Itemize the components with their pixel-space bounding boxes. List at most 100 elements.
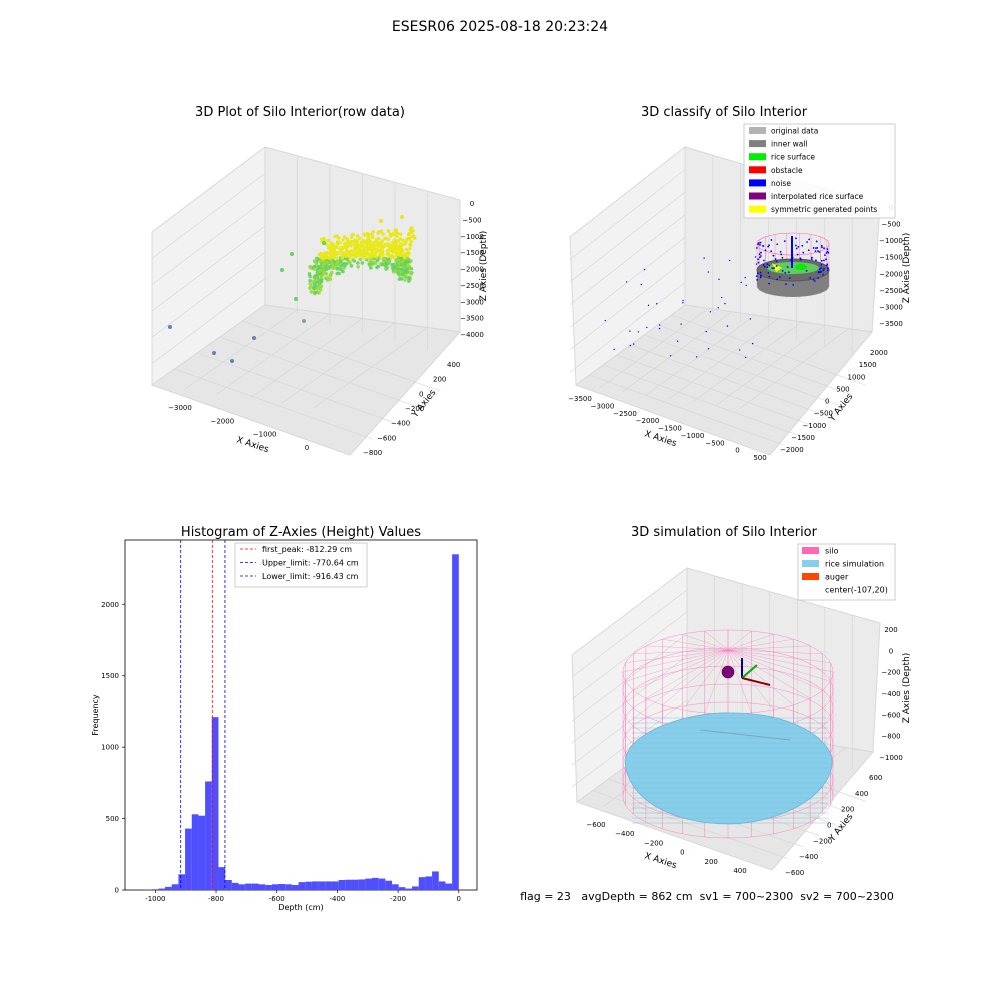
grid-line	[603, 364, 798, 436]
tick-label: 400	[447, 361, 460, 369]
data-point	[322, 270, 327, 274]
data-point	[399, 256, 404, 261]
grid-line	[645, 314, 756, 396]
data-point	[302, 319, 306, 323]
histogram-bar	[405, 888, 413, 890]
silo-roof-wire	[682, 633, 729, 651]
data-point	[359, 252, 364, 257]
auger-arrow	[741, 677, 771, 686]
legend-label: auger	[825, 573, 849, 582]
data-point	[409, 239, 413, 244]
silo-roof-wire	[704, 630, 729, 651]
tick-label: −800	[881, 733, 900, 741]
status-line: flag = 23 avgDepth = 862 cm sv1 = 700~23…	[520, 890, 894, 903]
data-point	[355, 234, 360, 238]
data-point	[387, 246, 392, 250]
histogram-bar	[331, 881, 339, 890]
noise-point	[826, 267, 829, 269]
noise-point	[825, 252, 828, 254]
histogram-bar	[311, 881, 319, 890]
data-point	[319, 258, 323, 262]
data-point	[393, 228, 397, 232]
data-point	[371, 235, 375, 240]
data-point	[367, 232, 371, 237]
data-point	[381, 232, 385, 236]
data-point	[406, 250, 410, 255]
noise-point	[745, 284, 747, 287]
noise-point	[816, 247, 819, 249]
legend-label: original data	[771, 127, 818, 136]
data-point	[329, 270, 334, 275]
data-point	[411, 234, 416, 238]
legend-swatch	[749, 140, 766, 148]
data-point	[385, 249, 390, 253]
histogram-bars	[145, 554, 459, 890]
tick-label: 200	[884, 626, 897, 634]
noise-point	[811, 256, 813, 259]
pane-floor	[574, 304, 873, 456]
grid-line	[669, 318, 779, 399]
noise-point	[794, 244, 797, 247]
noise-point	[625, 281, 628, 283]
data-point	[362, 248, 366, 252]
noise-point	[820, 267, 823, 269]
histogram-bar	[191, 814, 199, 890]
data-point	[308, 266, 313, 270]
data-point	[374, 247, 379, 252]
data-point	[390, 243, 395, 248]
data-point	[342, 235, 347, 239]
data-point	[355, 239, 360, 244]
tick-label: 600	[869, 774, 882, 782]
histogram-bar	[171, 884, 179, 890]
data-point	[395, 267, 400, 271]
noise-point	[799, 257, 802, 260]
tick-label: −200	[881, 669, 900, 677]
tick-label: −400	[391, 420, 410, 428]
tick-label: 500	[106, 815, 119, 823]
noise-point	[647, 304, 650, 307]
histogram-bar	[271, 884, 279, 890]
noise-point	[739, 349, 741, 351]
silo-roof-wire	[645, 645, 729, 651]
noise-point	[812, 247, 815, 249]
noise-point	[771, 267, 774, 270]
tick-label: 1500	[859, 361, 877, 369]
data-point	[407, 279, 411, 283]
data-point	[339, 246, 343, 250]
tick-label: −3000	[168, 404, 192, 412]
legend-label: first_peak: -812.29 cm	[262, 545, 352, 554]
grid-line	[592, 790, 788, 859]
tick-label: 0	[735, 447, 739, 455]
tick-label: −3500	[568, 395, 592, 403]
tick-label: −2500	[879, 287, 903, 295]
axis-ticks: −3500−3000−2500−2000−1500−1000−500050020…	[568, 204, 903, 462]
data-point	[317, 269, 321, 274]
histogram-bar	[318, 881, 326, 890]
z-axis-label: Z Axies (Depth)	[479, 231, 489, 302]
noise-point	[817, 250, 819, 252]
tick-label: -200	[390, 895, 406, 903]
tick-label: −200	[644, 839, 663, 847]
data-point	[349, 243, 353, 248]
data-point	[409, 259, 413, 263]
noise-point	[822, 269, 825, 272]
tick-label: −1500	[460, 249, 484, 257]
data-point	[398, 241, 403, 246]
data-point	[411, 229, 415, 233]
noise-point	[768, 275, 771, 278]
data-point	[373, 260, 377, 265]
noise-point	[817, 277, 820, 280]
grid-line	[174, 368, 373, 440]
noise-point	[815, 240, 818, 243]
grid-line	[716, 325, 826, 406]
data-point	[358, 257, 363, 262]
noise-point	[783, 240, 786, 243]
data-point	[384, 264, 388, 268]
noise-point	[815, 259, 817, 262]
chart-title: 3D classify of Silo Interior	[641, 105, 808, 120]
data-point	[358, 236, 362, 241]
data-point	[364, 256, 368, 260]
data-point	[365, 244, 370, 248]
data-point	[369, 251, 373, 255]
noise-point	[676, 340, 679, 342]
